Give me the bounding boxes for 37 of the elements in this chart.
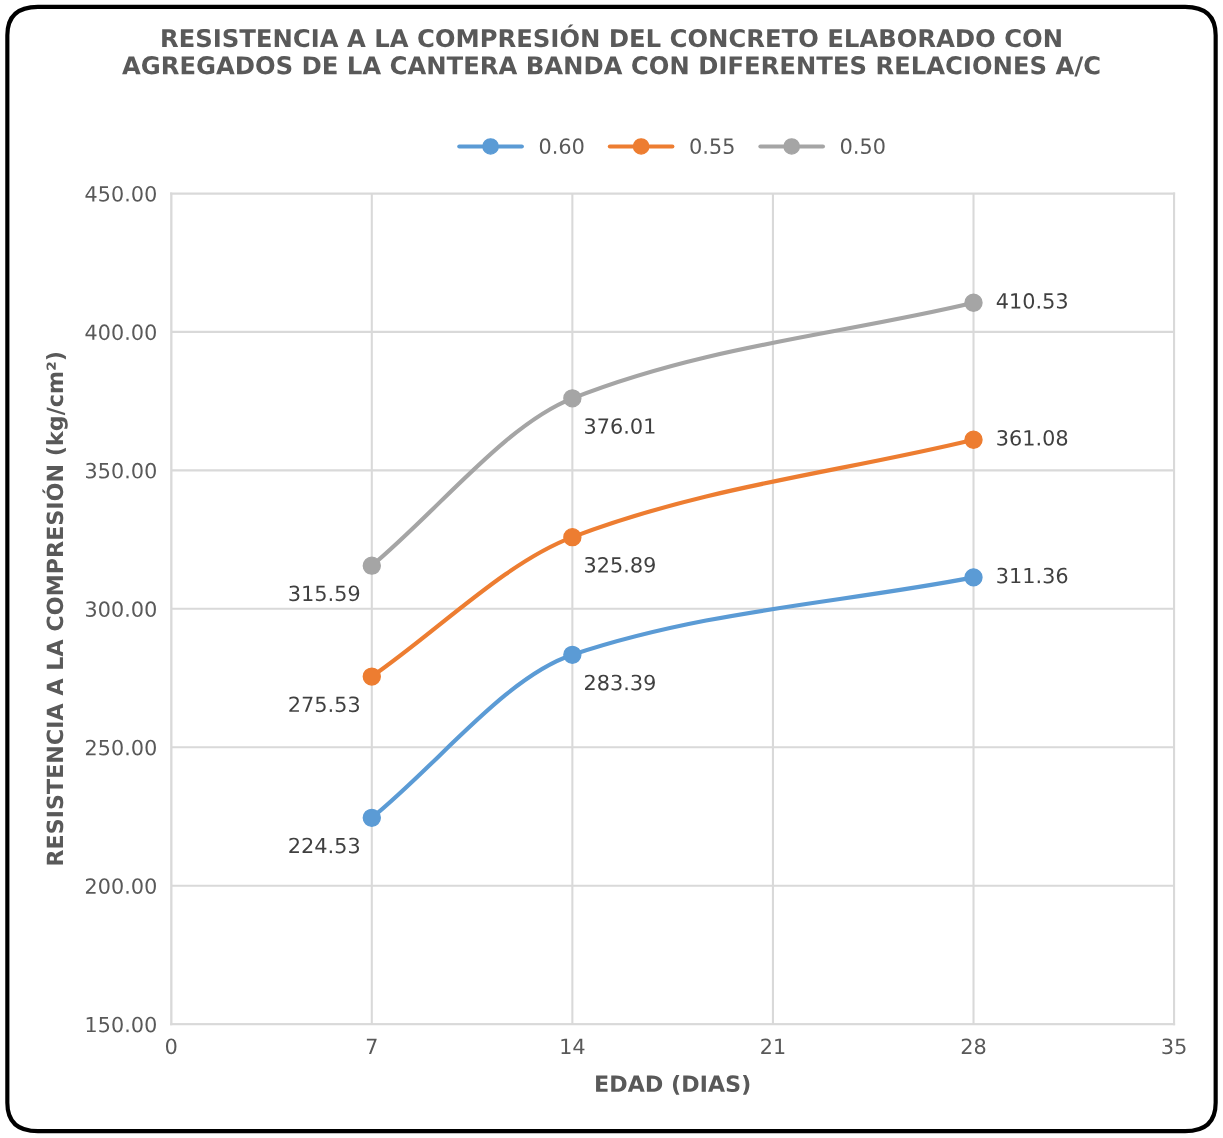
point xyxy=(964,568,983,587)
legend-label: 0.50 xyxy=(840,138,885,155)
data-label: 376.01 xyxy=(585,418,655,434)
x-tick-label: 14 xyxy=(561,1038,585,1054)
y-tick-label: 250.00 xyxy=(85,739,156,756)
data-label: 410.53 xyxy=(996,293,1067,309)
y-axis-title: RESISTENCIA A LA COMPRESIÓN (kg/cm²) xyxy=(42,352,68,865)
point xyxy=(964,430,983,449)
data-label: 311.36 xyxy=(997,567,1068,584)
point xyxy=(563,645,582,665)
chart-title: RESISTENCIA A LA COMPRESIÓN DEL CONCRETO ELABORADO CON AGREGADOS DE LA CANTERA BANDA CON DIFERENTES RELACIONES A/C xyxy=(122,24,1100,77)
y-tick-label: 300.00 xyxy=(86,601,156,618)
data-label: 325.89 xyxy=(585,556,655,573)
y-tick-label: 150.00 xyxy=(86,1016,156,1033)
y-tick-label: 200.00 xyxy=(85,878,156,894)
legend-label: 0.60 xyxy=(539,138,584,155)
x-tick-label: 7 xyxy=(366,1038,377,1054)
data-label: 224.53 xyxy=(289,837,360,854)
data-label: 283.39 xyxy=(585,674,655,691)
x-tick-label: 0 xyxy=(165,1038,177,1055)
x-tick-label: 28 xyxy=(961,1038,986,1055)
data-label: 275.53 xyxy=(289,696,360,713)
point xyxy=(362,556,381,575)
point xyxy=(563,527,582,547)
y-tick-label: 450.00 xyxy=(85,185,156,202)
point xyxy=(362,808,381,827)
y-tick-label: 350.00 xyxy=(86,462,156,479)
point xyxy=(964,293,983,312)
x-tick-label: 35 xyxy=(1162,1038,1186,1055)
data-label: 315.59 xyxy=(289,585,360,602)
point xyxy=(563,389,582,408)
x-tick-label: 21 xyxy=(761,1038,785,1054)
data-label: 361.08 xyxy=(997,429,1068,446)
y-tick-label: 400.00 xyxy=(85,324,156,341)
x-axis-title: EDAD (DIAS) xyxy=(596,1074,750,1095)
point xyxy=(362,667,381,686)
legend-label: 0.55 xyxy=(690,138,734,155)
